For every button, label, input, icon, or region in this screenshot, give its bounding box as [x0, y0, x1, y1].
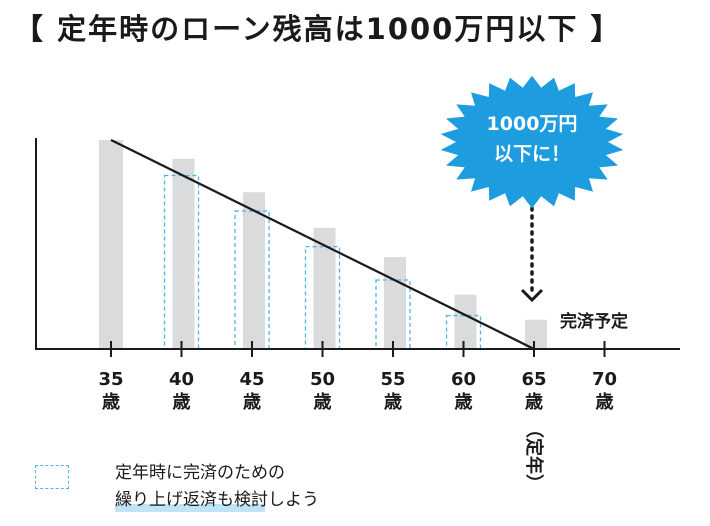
x-tick-label-number: 60	[451, 369, 476, 390]
x-tick-label-number: 40	[169, 369, 194, 390]
x-tick-label-unit: 歳	[102, 392, 120, 413]
x-tick-label-number: 45	[239, 369, 264, 390]
x-tick-label-unit: 歳	[525, 392, 543, 413]
balance-bar-2	[243, 192, 265, 349]
down-arrow-icon	[520, 206, 544, 303]
balance-bar-5	[454, 294, 477, 349]
x-tick-label-number: 65	[521, 369, 546, 390]
callout-burst-icon	[440, 75, 624, 209]
x-tick-label-number: 55	[380, 369, 405, 390]
x-tick-label-unit: 歳	[596, 392, 614, 413]
x-tick-label-number: 70	[592, 369, 617, 390]
balance-bar-6	[525, 319, 547, 349]
x-tick-label-unit: 歳	[314, 392, 332, 413]
chart-title: 【 定年時のローン残高は1000万円以下 】	[14, 12, 622, 46]
x-tick-label-unit: 歳	[243, 392, 261, 413]
legend-text-line2: 繰り上げ返済も検討しよう	[115, 490, 319, 510]
balance-bar-4	[384, 257, 406, 349]
gray-bars-group	[99, 140, 547, 349]
prepayment-bar-2	[234, 210, 270, 350]
balance-trend-line	[110, 139, 535, 350]
x-tick-label-unit: 歳	[455, 392, 473, 413]
balance-bar-1	[172, 158, 195, 349]
callout-line1: 1000万円	[487, 113, 578, 135]
x-tick-label-number: 50	[310, 369, 335, 390]
callout-line2: 以下に！	[494, 143, 570, 165]
retirement-age-label: （定年）	[523, 420, 545, 492]
x-tick-label-number: 35	[98, 369, 123, 390]
prepayment-bar-3	[304, 245, 341, 350]
x-tick-label-unit: 歳	[384, 392, 402, 413]
legend-text-line1: 定年時に完済のための	[115, 463, 285, 483]
balance-bar-3	[313, 227, 336, 349]
complete-label: 完済予定	[560, 311, 628, 332]
balance-bar-0	[99, 140, 123, 349]
x-tick-label-unit: 歳	[173, 392, 191, 413]
legend-highlight	[115, 504, 265, 512]
legend-dashed-swatch	[35, 465, 69, 489]
